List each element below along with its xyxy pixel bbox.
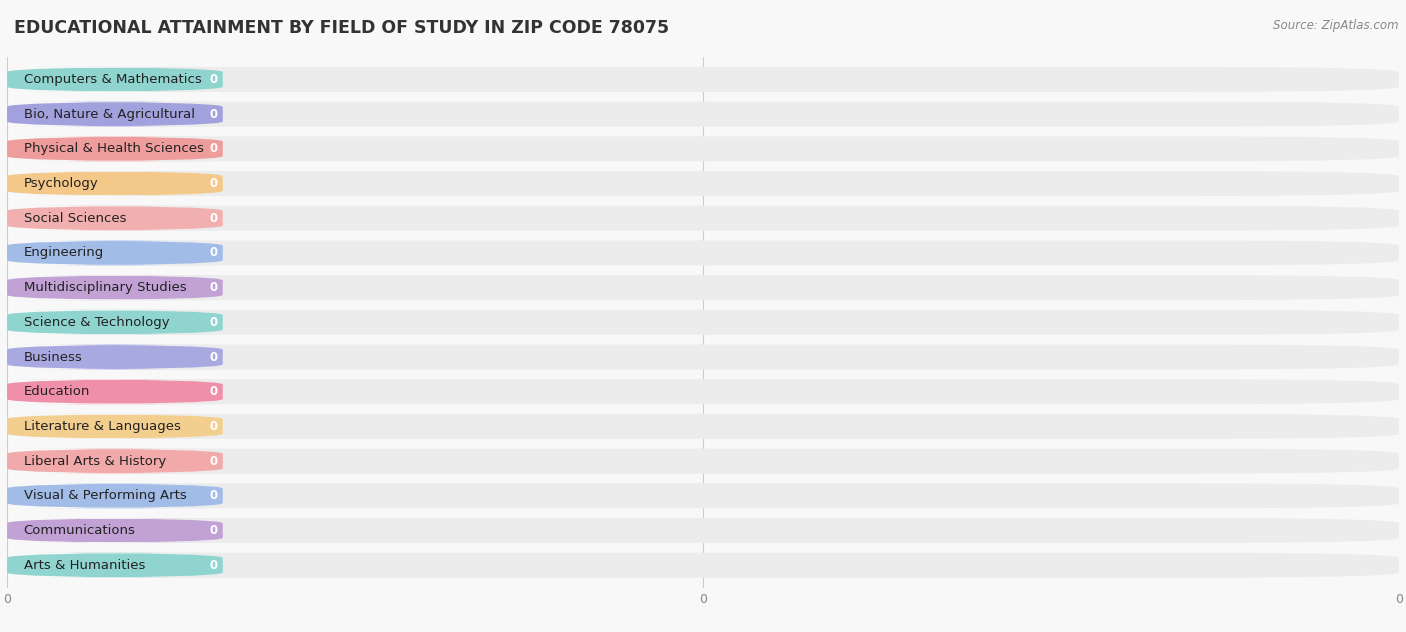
Text: Psychology: Psychology <box>24 177 98 190</box>
FancyBboxPatch shape <box>7 102 1399 126</box>
Text: 0: 0 <box>209 351 217 363</box>
FancyBboxPatch shape <box>7 67 1399 92</box>
FancyBboxPatch shape <box>7 414 222 439</box>
FancyBboxPatch shape <box>7 67 222 92</box>
FancyBboxPatch shape <box>7 310 1399 335</box>
FancyBboxPatch shape <box>7 206 222 231</box>
Text: 0: 0 <box>209 177 217 190</box>
Text: 0: 0 <box>209 73 217 86</box>
FancyBboxPatch shape <box>7 449 1399 473</box>
FancyBboxPatch shape <box>7 414 1399 439</box>
FancyBboxPatch shape <box>7 171 222 196</box>
Text: Arts & Humanities: Arts & Humanities <box>24 559 145 572</box>
FancyBboxPatch shape <box>7 137 1399 161</box>
Text: 0: 0 <box>209 316 217 329</box>
Text: Physical & Health Sciences: Physical & Health Sciences <box>24 142 204 155</box>
Text: 0: 0 <box>209 454 217 468</box>
Text: 0: 0 <box>209 246 217 259</box>
FancyBboxPatch shape <box>7 344 222 370</box>
FancyBboxPatch shape <box>7 206 1399 231</box>
FancyBboxPatch shape <box>7 275 1399 300</box>
FancyBboxPatch shape <box>7 518 222 543</box>
Text: Source: ZipAtlas.com: Source: ZipAtlas.com <box>1274 19 1399 32</box>
Text: Liberal Arts & History: Liberal Arts & History <box>24 454 166 468</box>
Text: 0: 0 <box>209 524 217 537</box>
Text: 0: 0 <box>209 386 217 398</box>
FancyBboxPatch shape <box>7 449 222 473</box>
FancyBboxPatch shape <box>7 275 222 300</box>
Text: Science & Technology: Science & Technology <box>24 316 169 329</box>
Text: 0: 0 <box>209 142 217 155</box>
Text: 0: 0 <box>209 420 217 433</box>
FancyBboxPatch shape <box>7 137 222 161</box>
Text: Computers & Mathematics: Computers & Mathematics <box>24 73 201 86</box>
FancyBboxPatch shape <box>7 240 1399 265</box>
Text: Business: Business <box>24 351 83 363</box>
FancyBboxPatch shape <box>7 553 222 578</box>
Text: EDUCATIONAL ATTAINMENT BY FIELD OF STUDY IN ZIP CODE 78075: EDUCATIONAL ATTAINMENT BY FIELD OF STUDY… <box>14 19 669 37</box>
Text: Visual & Performing Arts: Visual & Performing Arts <box>24 489 187 502</box>
FancyBboxPatch shape <box>7 518 1399 543</box>
FancyBboxPatch shape <box>7 240 222 265</box>
Text: 0: 0 <box>209 107 217 121</box>
Text: Social Sciences: Social Sciences <box>24 212 127 225</box>
Text: Bio, Nature & Agricultural: Bio, Nature & Agricultural <box>24 107 195 121</box>
Text: 0: 0 <box>209 281 217 294</box>
FancyBboxPatch shape <box>7 553 1399 578</box>
FancyBboxPatch shape <box>7 483 222 508</box>
Text: Communications: Communications <box>24 524 135 537</box>
FancyBboxPatch shape <box>7 483 1399 508</box>
FancyBboxPatch shape <box>7 171 1399 196</box>
FancyBboxPatch shape <box>7 379 222 404</box>
Text: 0: 0 <box>209 489 217 502</box>
FancyBboxPatch shape <box>7 379 1399 404</box>
Text: Literature & Languages: Literature & Languages <box>24 420 180 433</box>
FancyBboxPatch shape <box>7 310 222 335</box>
Text: Multidisciplinary Studies: Multidisciplinary Studies <box>24 281 187 294</box>
Text: Engineering: Engineering <box>24 246 104 259</box>
Text: Education: Education <box>24 386 90 398</box>
Text: 0: 0 <box>209 559 217 572</box>
FancyBboxPatch shape <box>7 102 222 126</box>
Text: 0: 0 <box>209 212 217 225</box>
FancyBboxPatch shape <box>7 344 1399 370</box>
